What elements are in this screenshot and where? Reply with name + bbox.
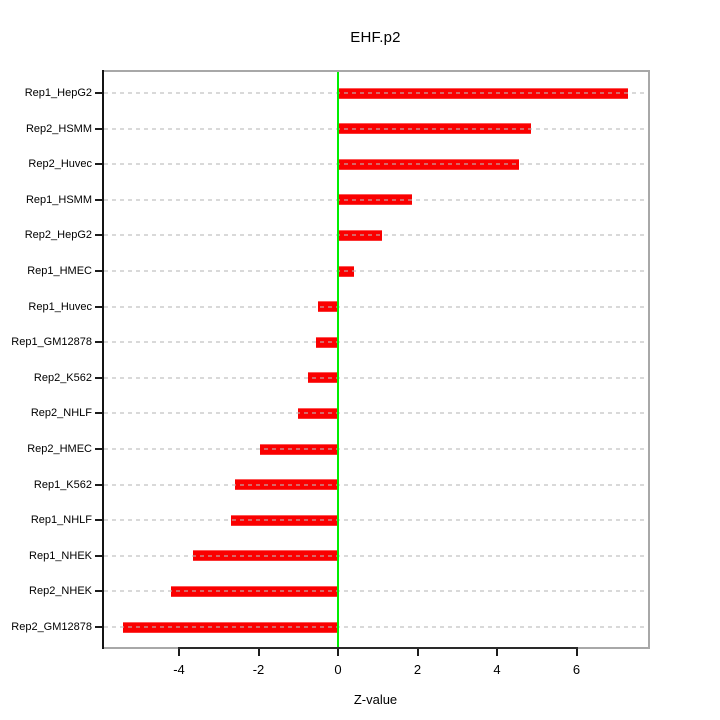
category-label: Rep2_K562	[33, 371, 92, 384]
x-axis-label: Z-value	[353, 692, 398, 707]
y-axis-tick	[95, 234, 102, 237]
plot-border-box	[102, 70, 650, 649]
gridline	[104, 376, 648, 379]
gridline	[104, 626, 648, 628]
category-label: Rep2_HepG2	[24, 229, 92, 242]
y-axis-tick	[95, 554, 102, 557]
gridline	[104, 163, 648, 166]
x-tick-label: 0	[334, 662, 342, 677]
gridline	[104, 519, 648, 522]
category-label: Rep2_HSMM	[25, 122, 92, 135]
y-axis-tick	[95, 448, 102, 450]
gridline	[104, 590, 648, 593]
category-label: Rep1_HepG2	[24, 87, 92, 99]
gridline	[104, 448, 648, 450]
category-label: Rep1_HMEC	[27, 265, 92, 277]
x-axis-line	[178, 647, 578, 649]
y-axis-tick	[95, 198, 102, 201]
y-axis-tick	[95, 341, 102, 344]
gridline	[104, 341, 648, 344]
x-tick-label: 2	[413, 662, 422, 677]
gridline	[104, 554, 648, 557]
gridline	[104, 92, 648, 94]
x-axis-tick	[178, 649, 180, 656]
category-label: Rep1_GM12878	[11, 336, 92, 349]
category-label: Rep1_Huvec	[28, 300, 92, 313]
y-axis-tick	[95, 305, 102, 308]
x-axis-tick	[575, 649, 578, 656]
y-axis-tick	[95, 626, 102, 628]
category-label: Rep1_HSMM	[25, 193, 92, 206]
y-axis-tick	[95, 270, 102, 272]
y-axis-tick	[95, 376, 102, 379]
zero-reference-line	[337, 72, 339, 647]
gridline	[104, 198, 648, 201]
x-tick-label: -2	[252, 662, 265, 677]
x-axis-tick	[416, 649, 419, 656]
gridline	[104, 127, 648, 130]
gridline	[104, 234, 648, 237]
y-axis-tick	[95, 519, 102, 522]
category-label: Rep2_NHLF	[30, 407, 92, 420]
y-axis-tick	[95, 163, 102, 166]
gridline	[104, 270, 648, 272]
category-label: Rep1_NHLF	[30, 514, 92, 527]
y-axis-tick	[95, 412, 102, 415]
category-label: Rep2_Huvec	[28, 158, 92, 171]
y-axis-tick	[95, 92, 102, 94]
gridline	[104, 305, 648, 308]
chart-title: EHF.p2	[350, 29, 401, 46]
y-axis-line	[102, 70, 104, 649]
x-tick-label: 6	[572, 662, 581, 677]
gridline	[104, 483, 648, 486]
category-label: Rep2_HMEC	[27, 443, 92, 455]
category-label: Rep1_K562	[33, 478, 92, 491]
x-tick-label: 4	[493, 662, 501, 677]
x-axis-tick	[337, 649, 339, 656]
y-axis-tick	[95, 127, 102, 130]
category-label: Rep2_GM12878	[11, 621, 92, 633]
x-axis-tick	[257, 649, 260, 656]
category-label: Rep2_NHEK	[29, 585, 92, 598]
category-label: Rep1_NHEK	[29, 549, 92, 562]
y-axis-tick	[95, 483, 102, 486]
x-tick-label: -4	[173, 662, 185, 677]
x-axis-tick	[496, 649, 498, 656]
y-axis-tick	[95, 590, 102, 593]
gridline	[104, 412, 648, 415]
